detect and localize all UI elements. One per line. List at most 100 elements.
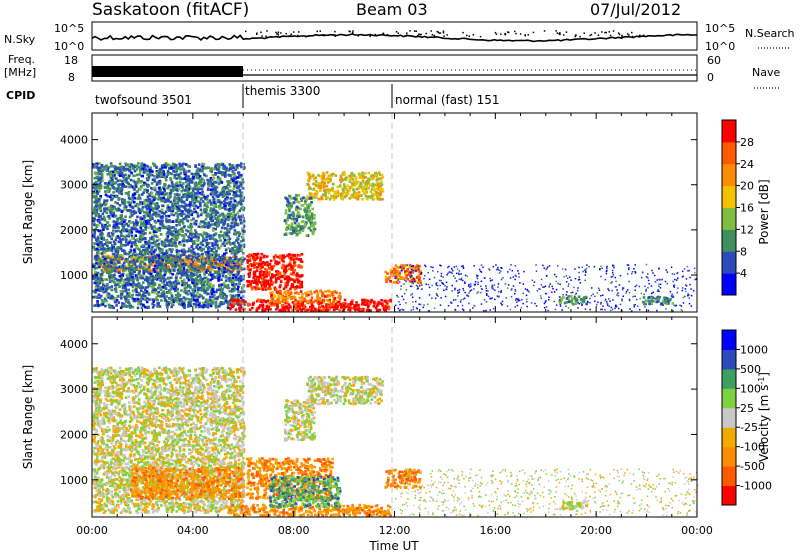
power-cell	[381, 302, 384, 305]
power-cell	[129, 183, 132, 187]
power-cell	[335, 307, 338, 311]
power-cell	[138, 266, 142, 270]
power-cell	[209, 278, 212, 282]
nsearch-point	[374, 33, 377, 36]
power-cell	[197, 225, 201, 228]
power-cell	[223, 268, 226, 272]
power-cell	[268, 262, 272, 266]
power-cell	[219, 230, 223, 234]
power-cell	[127, 252, 131, 256]
power-cell	[117, 173, 121, 177]
power-cell	[296, 274, 300, 277]
power-cell	[228, 227, 232, 231]
power-cell	[103, 182, 107, 185]
power-cell	[182, 267, 186, 270]
power-cell	[276, 255, 279, 259]
power-cell	[218, 214, 221, 218]
power-cell	[162, 276, 165, 280]
power-cell	[268, 271, 271, 274]
power-cell	[205, 255, 209, 258]
power-cell	[204, 300, 208, 304]
power-cell	[93, 257, 97, 260]
beam-title: Beam 03	[356, 0, 428, 19]
power-cell	[226, 180, 229, 183]
power-cell	[148, 222, 151, 225]
power-cell	[127, 233, 131, 236]
nsearch-point	[514, 30, 516, 33]
power-cell	[164, 256, 168, 260]
power-cell	[98, 265, 101, 269]
power-cell	[133, 240, 137, 244]
power-cell	[207, 255, 211, 259]
nsearch-point	[507, 31, 509, 33]
power-cell	[192, 273, 196, 276]
power-cell	[112, 269, 116, 272]
power-cell	[263, 263, 267, 266]
power-cell	[174, 230, 178, 234]
power-cell	[167, 253, 171, 257]
power-cell	[119, 245, 123, 249]
power-cell	[233, 229, 237, 232]
power-cell	[136, 253, 139, 256]
power-cell	[187, 274, 190, 277]
power-cell	[232, 217, 235, 220]
power-cell	[234, 276, 238, 279]
power-cell	[287, 276, 290, 279]
power-cell	[223, 267, 226, 270]
power-cell	[264, 285, 267, 288]
power-cell	[95, 189, 99, 193]
power-cell	[164, 271, 167, 274]
power-cell	[196, 258, 199, 261]
power-cell	[212, 234, 216, 237]
power-cell	[184, 291, 188, 295]
power-cell	[167, 244, 171, 247]
power-cell	[132, 193, 135, 196]
power-cell	[180, 289, 183, 292]
power-cell	[140, 217, 144, 220]
power-cell	[228, 279, 231, 282]
power-cell	[223, 199, 226, 203]
power-cell	[96, 177, 99, 180]
power-cell	[355, 308, 358, 311]
power-cell	[109, 297, 112, 300]
power-cell	[148, 168, 152, 172]
power-cell	[331, 305, 335, 309]
power-cell	[170, 250, 173, 254]
power-cell	[93, 231, 97, 234]
power-cell	[163, 273, 166, 277]
power-cell	[252, 281, 256, 284]
power-cell	[128, 241, 131, 244]
power-cell	[195, 172, 198, 175]
power-cell	[221, 301, 225, 304]
power-cell	[239, 257, 243, 260]
power-cell	[153, 282, 156, 286]
power-cell	[231, 170, 235, 173]
power-cell	[134, 239, 137, 242]
power-cell	[256, 252, 260, 256]
power-cell	[111, 297, 115, 301]
power-cell	[232, 207, 236, 210]
power-cell	[233, 244, 237, 247]
power-cell	[232, 299, 235, 303]
power-cell	[238, 209, 242, 212]
power-cell	[156, 244, 160, 248]
power-cell	[266, 261, 269, 264]
power-cell	[101, 225, 104, 228]
power-cell	[114, 249, 117, 252]
power-cell	[94, 286, 98, 289]
power-cell	[158, 251, 162, 254]
power-cell	[387, 305, 391, 309]
power-cell	[190, 270, 193, 273]
power-cell	[248, 280, 251, 283]
power-cell	[126, 181, 129, 184]
nsearch-point	[260, 31, 262, 33]
power-cell	[223, 175, 227, 178]
power-cell	[146, 173, 149, 176]
power-cell	[132, 281, 135, 284]
power-cell	[269, 259, 273, 263]
power-cell	[136, 221, 139, 224]
power-cell	[109, 256, 113, 259]
power-cell	[92, 265, 95, 268]
power-cell	[230, 251, 234, 255]
power-cell	[185, 228, 188, 232]
